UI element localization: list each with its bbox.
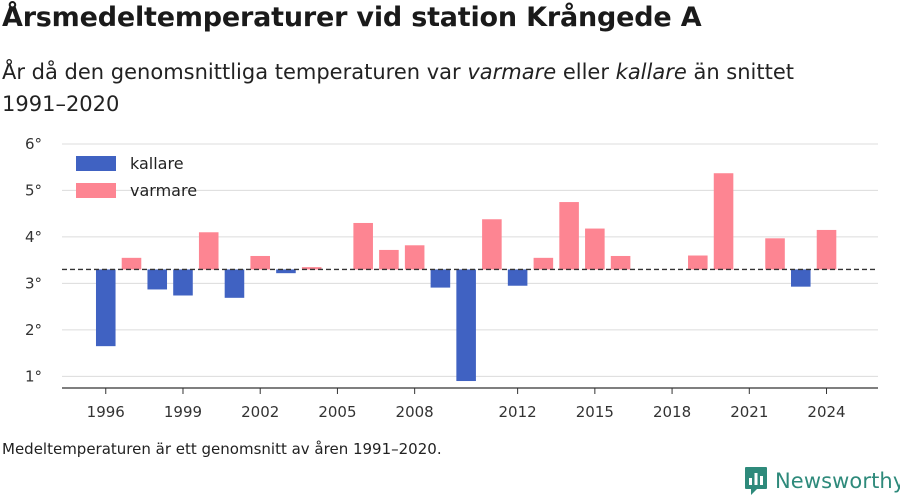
legend-swatch-kallare (76, 156, 116, 171)
temperature-bar-chart: 1° 2° 3° 4° 5° 6° 1996 1999 2002 2005 2008 2012 2015… (25, 135, 878, 421)
bar-colder (790, 269, 811, 287)
bar-warmer (713, 173, 734, 270)
bar-warmer (765, 238, 785, 270)
bar-warmer (301, 267, 322, 270)
x-tick-label: 2012 (499, 403, 537, 421)
bar-warmer (482, 219, 502, 270)
bar-warmer (250, 255, 270, 270)
bar-colder (430, 269, 451, 288)
x-tick-label: 2018 (653, 403, 691, 421)
x-tick-label: 1999 (164, 403, 202, 421)
bar-colder (456, 269, 476, 382)
y-tick-label: 3° (25, 274, 42, 292)
x-tick-label: 2002 (241, 403, 279, 421)
x-tick-label: 1996 (87, 403, 125, 421)
bar-colder (224, 269, 245, 298)
bar-warmer (353, 222, 373, 270)
x-tick-label: 2008 (396, 403, 434, 421)
y-tick-label: 4° (25, 228, 42, 246)
bar-warmer (121, 257, 142, 270)
subtitle-middle: eller (556, 60, 616, 84)
subtitle-suffix: än snittet 1991–2020 (2, 60, 795, 116)
chart-title: Årsmedeltemperaturer vid station Krånged… (2, 2, 702, 33)
chart-subtitle: År då den genomsnittliga temperaturen va… (2, 56, 862, 120)
bar-warmer (816, 229, 837, 270)
legend-label-kallare: kallare (130, 154, 184, 173)
brand-name: Newsworthy (775, 469, 900, 493)
bar-colder (173, 269, 193, 296)
x-tick-label: 2021 (730, 403, 768, 421)
bar-colder (147, 269, 168, 290)
bar-colder (276, 269, 296, 274)
footnote: Medeltemperaturen är ett genomsnitt av å… (2, 440, 442, 458)
subtitle-prefix: År då den genomsnittliga temperaturen va… (2, 60, 468, 84)
brand-logo[interactable]: Newsworthy (744, 466, 900, 496)
bar-colder (507, 269, 528, 286)
subtitle-word-warm: varmare (467, 60, 557, 84)
x-tick-label: 2015 (576, 403, 614, 421)
bar-warmer (379, 249, 399, 270)
y-tick-label: 1° (25, 367, 42, 385)
bar-warmer (585, 228, 605, 270)
legend-label-varmare: varmare (130, 181, 197, 200)
newsworthy-logo-icon (745, 467, 767, 495)
bar-warmer (610, 255, 631, 270)
subtitle-word-cold: kallare (615, 60, 687, 84)
y-tick-label: 6° (25, 135, 42, 153)
y-tick-label: 2° (25, 321, 42, 339)
bar-warmer (198, 232, 219, 270)
legend-swatch-varmare (76, 183, 116, 198)
x-tick-label: 2005 (318, 403, 356, 421)
bar-warmer (533, 257, 554, 270)
x-tick-label: 2024 (807, 403, 845, 421)
bar-warmer (688, 255, 708, 270)
bar-warmer (404, 245, 425, 270)
bar-colder (95, 269, 116, 347)
bar-warmer (559, 202, 579, 270)
y-tick-label: 5° (25, 181, 42, 199)
